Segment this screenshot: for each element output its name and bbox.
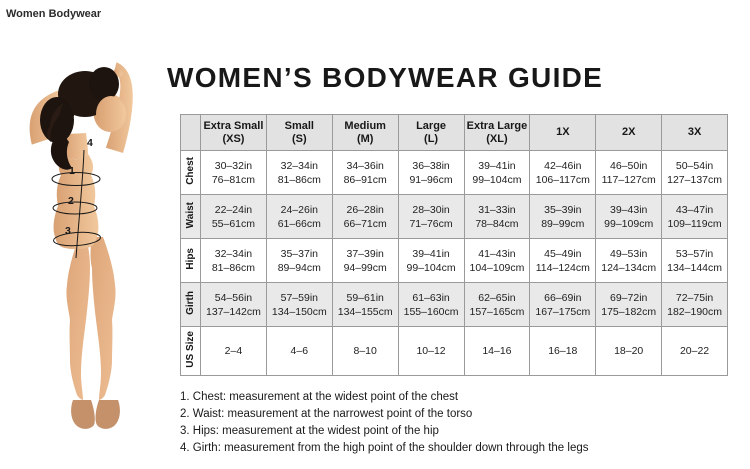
svg-text:3: 3	[65, 225, 71, 237]
svg-text:1: 1	[69, 165, 75, 177]
svg-text:4: 4	[87, 137, 93, 149]
svg-text:2: 2	[68, 195, 74, 207]
